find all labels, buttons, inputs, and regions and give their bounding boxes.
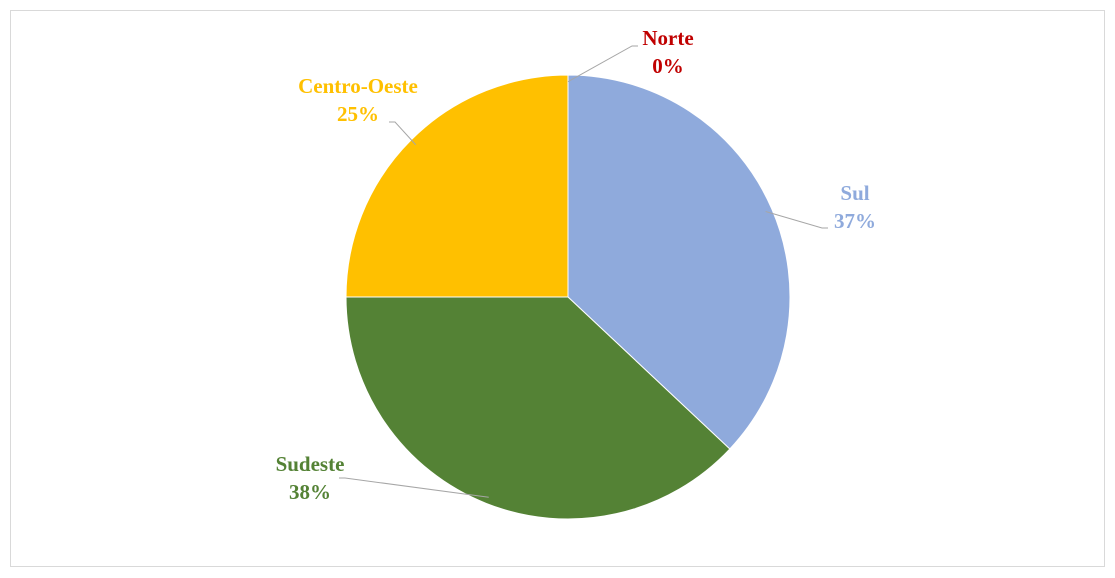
slice-value-label: 25% [337,102,379,126]
slice-value-label: 38% [289,480,331,504]
leader-line [765,210,828,229]
slice-category-label: Sul [840,181,869,205]
slice-category-label: Norte [642,26,693,50]
leader-line [339,477,489,498]
slice-category-label: Sudeste [276,452,345,476]
slice-value-label: 0% [652,54,684,78]
slice-category-label: Centro-Oeste [298,74,418,98]
leader-line [389,121,417,146]
pie-slice [567,74,791,450]
slice-value-label: 37% [834,209,876,233]
pie-slice [345,296,731,520]
leader-line [567,45,638,83]
